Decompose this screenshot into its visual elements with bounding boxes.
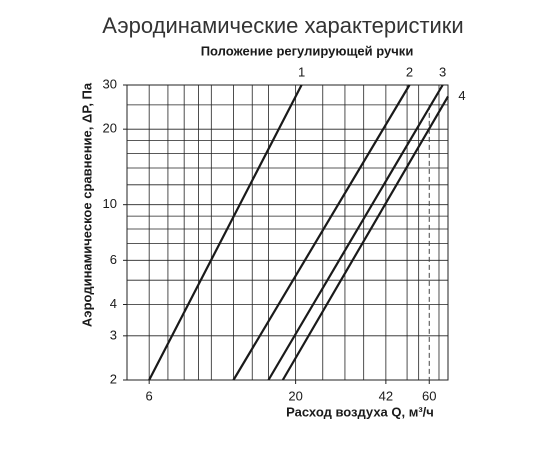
series-label: 2	[406, 64, 413, 79]
y-tick-label: 10	[103, 196, 117, 211]
y-tick-label: 3	[110, 327, 117, 342]
y-tick-label: 4	[110, 296, 117, 311]
y-tick-label: 20	[103, 121, 117, 136]
x-tick-label: 60	[422, 388, 436, 403]
y-tick-label: 2	[110, 371, 117, 386]
y-tick-label: 6	[110, 252, 117, 267]
y-axis-label: Аэродинамическое сравнение, ΔP, Па	[79, 82, 94, 327]
x-axis-label: Расход воздуха Q, м³/ч	[286, 404, 434, 419]
plot-frame	[126, 84, 449, 381]
chart-title: Аэродинамические характеристики	[102, 13, 463, 38]
series-line	[148, 84, 303, 381]
series-line	[232, 84, 411, 381]
series-label: 4	[458, 88, 465, 103]
series-label: 3	[439, 64, 446, 79]
x-tick-label: 20	[288, 388, 302, 403]
x-tick-label: 42	[379, 388, 393, 403]
series-line	[281, 95, 449, 381]
chart-subtitle: Положение регулирующей ручки	[201, 43, 414, 58]
series-label: 1	[298, 64, 305, 79]
y-tick-label: 30	[103, 76, 117, 91]
x-tick-label: 6	[146, 388, 153, 403]
series-line	[267, 84, 444, 381]
